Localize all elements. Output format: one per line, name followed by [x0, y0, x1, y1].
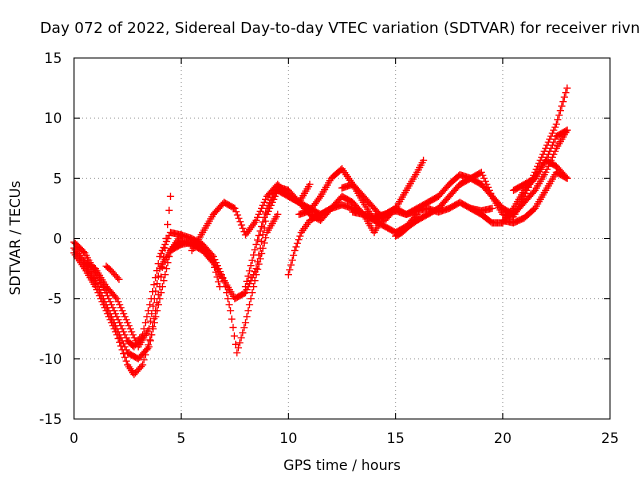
data-point-markers	[509, 156, 571, 194]
data-point-markers	[188, 180, 314, 255]
series-arc-5	[102, 262, 123, 283]
x-tick-label: 5	[177, 431, 186, 447]
series-arc-17	[509, 156, 571, 194]
data-series	[70, 84, 571, 379]
y-axis-label: SDTVAR / TECUs	[8, 181, 24, 296]
data-point-markers	[102, 262, 123, 283]
data-point-markers	[70, 237, 224, 363]
y-tick-label: -15	[39, 412, 62, 428]
series-arc-2	[70, 192, 175, 379]
y-tick-label: 5	[53, 171, 62, 187]
data-point-markers	[70, 192, 175, 379]
x-tick-label: 25	[601, 431, 619, 447]
x-tick-label: 0	[70, 431, 79, 447]
x-tick-label: 10	[279, 431, 297, 447]
y-tick-label: 10	[44, 111, 62, 127]
plot-frame	[73, 57, 611, 420]
data-point-markers	[499, 168, 571, 227]
grid	[74, 58, 610, 419]
y-tick-label: 0	[53, 232, 62, 248]
data-point-markers	[166, 186, 335, 303]
series-arc-14	[477, 84, 571, 221]
series-arc-6	[166, 186, 335, 303]
axis-ticks: 0 5 10 15 20 25 -15 -10 -5 0 5 10 15	[39, 51, 619, 447]
series-arc-3	[70, 237, 224, 363]
data-point-markers	[477, 84, 571, 221]
y-tick-label: -5	[48, 292, 62, 308]
x-tick-label: 20	[494, 431, 512, 447]
y-tick-label: -10	[39, 352, 62, 368]
series-arc-16	[499, 168, 571, 227]
x-tick-label: 15	[387, 431, 405, 447]
x-axis-label: GPS time / hours	[283, 458, 400, 474]
series-arc-7	[188, 180, 314, 255]
y-tick-label: 15	[44, 51, 62, 67]
chart-title: Day 072 of 2022, Sidereal Day-to-day VTE…	[40, 19, 640, 37]
